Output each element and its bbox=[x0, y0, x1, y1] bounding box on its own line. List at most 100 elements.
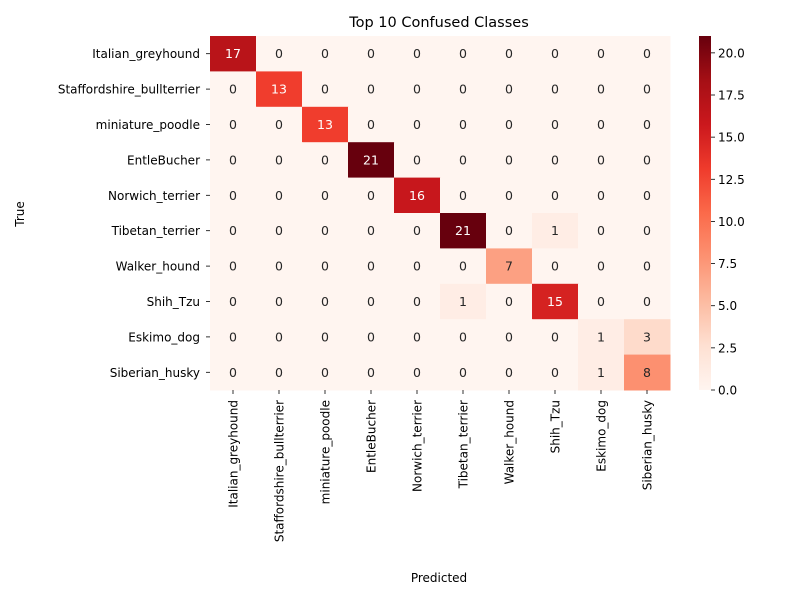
cell-value-label: 13 bbox=[317, 117, 333, 132]
heatmap-cell bbox=[394, 71, 441, 108]
y-tick-label: Norwich_terrier bbox=[108, 189, 200, 203]
cell-value-label: 0 bbox=[275, 117, 283, 132]
cell-value-label: 0 bbox=[551, 117, 559, 132]
cell-value-label: 7 bbox=[505, 259, 513, 274]
heatmap-cell bbox=[532, 248, 579, 285]
heatmap-cell bbox=[440, 36, 487, 72]
heatmap-cell bbox=[210, 283, 257, 320]
cell-value-label: 8 bbox=[643, 365, 651, 380]
cell-value-label: 15 bbox=[547, 294, 563, 309]
heatmap-cell-labels: 1 7 0 0 0 0 0 0 0 0 0 0 13 0 0 0 0 0 0 0 0 0 0 13 0 0 0 0 0 0 0 0 0 0 21 0 0… bbox=[225, 46, 651, 380]
heatmap-cell bbox=[256, 71, 303, 108]
cell-value-label: 0 bbox=[643, 223, 651, 238]
heatmap-cell bbox=[210, 354, 257, 391]
cell-value-label: 0 bbox=[597, 152, 605, 167]
heatmap-cell bbox=[394, 354, 441, 391]
cell-value-label: 0 bbox=[505, 82, 513, 97]
heatmap-cell bbox=[348, 71, 395, 108]
cell-value-label: 0 bbox=[505, 152, 513, 167]
heatmap-cell bbox=[440, 319, 487, 356]
cell-value-label: 0 bbox=[505, 365, 513, 380]
cell-value-label: 13 bbox=[271, 82, 287, 97]
colorbar-tick-label: 10.0 bbox=[718, 215, 745, 229]
heatmap-cell bbox=[394, 36, 441, 72]
cell-value-label: 0 bbox=[413, 46, 421, 61]
cell-value-label: 0 bbox=[367, 117, 375, 132]
heatmap-cell bbox=[440, 354, 487, 391]
cell-value-label: 0 bbox=[551, 82, 559, 97]
heatmap-cell bbox=[578, 71, 625, 108]
y-tick-label: Italian_greyhound bbox=[92, 47, 200, 61]
heatmap-cell bbox=[532, 213, 579, 249]
cell-value-label: 0 bbox=[551, 188, 559, 203]
cell-value-label: 0 bbox=[459, 82, 467, 97]
cell-value-label: 0 bbox=[275, 152, 283, 167]
heatmap-cell bbox=[486, 71, 533, 108]
y-tick-label: Walker_hound bbox=[116, 260, 200, 274]
heatmap-cell bbox=[210, 177, 257, 214]
heatmap-cell bbox=[486, 283, 533, 320]
cell-value-label: 1 bbox=[551, 223, 559, 238]
heatmap-cell bbox=[578, 142, 625, 179]
cell-value-label: 0 bbox=[643, 259, 651, 274]
heatmap-cell bbox=[624, 71, 671, 108]
heatmap-cell bbox=[578, 319, 625, 356]
y-axis-ticks: Italian_greyhound Staffordshire_bullterri… bbox=[58, 47, 210, 380]
colorbar-tick-label: 15.0 bbox=[718, 131, 745, 145]
heatmap-cell bbox=[256, 36, 303, 72]
heatmap-cell bbox=[256, 177, 303, 214]
colorbar-tick-label: 2.5 bbox=[718, 341, 737, 355]
x-tick-label: EntleBucher bbox=[365, 400, 379, 473]
cell-value-label: 0 bbox=[413, 294, 421, 309]
heatmap-cell bbox=[578, 354, 625, 391]
cell-value-label: 0 bbox=[413, 223, 421, 238]
heatmap-cell bbox=[624, 213, 671, 249]
cell-value-label: 0 bbox=[367, 259, 375, 274]
x-axis-ticks: Italian_greyhound Staffordshire_bullterri… bbox=[227, 390, 655, 542]
heatmap-cell bbox=[302, 36, 349, 72]
cell-value-label: 0 bbox=[551, 329, 559, 344]
heatmap-cell bbox=[348, 354, 395, 391]
cell-value-label: 21 bbox=[363, 152, 379, 167]
heatmap-cell bbox=[440, 283, 487, 320]
heatmap-cell bbox=[440, 248, 487, 285]
heatmap-cell bbox=[532, 354, 579, 391]
heatmap-cell bbox=[532, 106, 579, 143]
colorbar-tick-label: 7.5 bbox=[718, 257, 737, 271]
colorbar-tick-label: 0.0 bbox=[718, 384, 737, 398]
heatmap-cell bbox=[302, 283, 349, 320]
cell-value-label: 0 bbox=[229, 365, 237, 380]
cell-value-label: 0 bbox=[229, 223, 237, 238]
cell-value-label: 0 bbox=[275, 46, 283, 61]
heatmap-cell bbox=[578, 213, 625, 249]
heatmap-cell bbox=[348, 177, 395, 214]
heatmap-cell bbox=[394, 213, 441, 249]
cell-value-label: 0 bbox=[229, 117, 237, 132]
heatmap-cell bbox=[210, 319, 257, 356]
heatmap-cell bbox=[210, 213, 257, 249]
cell-value-label: 0 bbox=[505, 329, 513, 344]
cell-value-label: 0 bbox=[229, 329, 237, 344]
heatmap-cell bbox=[302, 354, 349, 391]
heatmap-cell bbox=[348, 36, 395, 72]
heatmap-cell bbox=[348, 142, 395, 179]
cell-value-label: 0 bbox=[505, 294, 513, 309]
heatmap-cell bbox=[532, 319, 579, 356]
heatmap-cell bbox=[210, 36, 257, 72]
heatmap-cell bbox=[394, 248, 441, 285]
cell-value-label: 0 bbox=[413, 152, 421, 167]
colorbar-tick-label: 12.5 bbox=[718, 173, 745, 187]
heatmap-cell bbox=[302, 248, 349, 285]
heatmap-cell bbox=[210, 106, 257, 143]
cell-value-label: 0 bbox=[321, 329, 329, 344]
heatmap-cell bbox=[578, 106, 625, 143]
cell-value-label: 0 bbox=[597, 188, 605, 203]
cell-value-label: 0 bbox=[551, 152, 559, 167]
heatmap-cell bbox=[624, 248, 671, 285]
heatmap-cell bbox=[532, 36, 579, 72]
cell-value-label: 0 bbox=[275, 259, 283, 274]
cell-value-label: 0 bbox=[275, 294, 283, 309]
heatmap-cell bbox=[486, 248, 533, 285]
cell-value-label: 0 bbox=[597, 46, 605, 61]
heatmap-cell bbox=[256, 319, 303, 356]
